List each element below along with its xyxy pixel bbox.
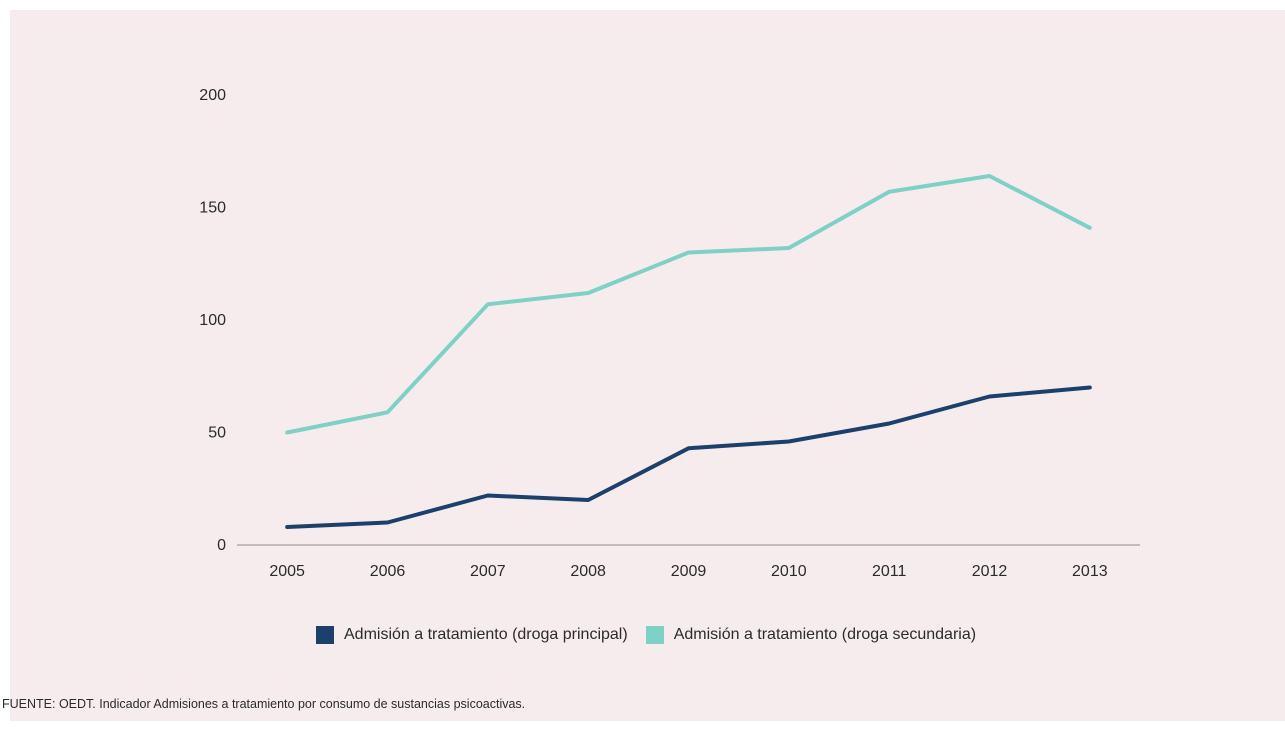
x-tick-label: 2008 (570, 563, 606, 580)
y-axis-ticks: 0 50 100 150 200 (199, 87, 226, 554)
y-tick-label: 0 (217, 537, 226, 554)
y-tick-label: 200 (199, 87, 226, 104)
x-tick-label: 2005 (269, 563, 305, 580)
legend-item-principal: Admisión a tratamiento (droga principal) (316, 626, 628, 644)
x-tick-label: 2011 (872, 563, 907, 580)
x-tick-label: 2007 (470, 563, 506, 580)
x-tick-label: 2006 (370, 563, 406, 580)
x-tick-label: 2009 (671, 563, 707, 580)
legend-swatch-principal (316, 626, 334, 644)
series-lines (285, 174, 1092, 529)
y-tick-label: 100 (199, 312, 226, 329)
legend-item-secundaria: Admisión a tratamiento (droga secundaria… (645, 626, 977, 644)
legend-swatch-secundaria (645, 626, 664, 644)
legend-label-principal: Admisión a tratamiento (droga principal) (344, 626, 628, 643)
x-axis-ticks: 2005 2006 2007 2008 2009 2010 2011 2012 2013 (269, 563, 1107, 580)
source-note: FUENTE: OEDT. Indicador Admisiones a tra… (2, 697, 526, 711)
legend: Admisión a tratamiento (droga principal)… (316, 626, 994, 644)
y-tick-label: 150 (199, 200, 226, 217)
chart-panel (10, 10, 1285, 721)
series-line-secundaria (285, 174, 1092, 435)
x-tick-label: 2010 (771, 563, 807, 580)
y-tick-label: 50 (208, 425, 226, 442)
x-tick-label: 2013 (1072, 563, 1108, 580)
series-line-principal (285, 385, 1092, 529)
x-tick-label: 2012 (972, 563, 1008, 580)
legend-label-secundaria: Admisión a tratamiento (droga secundaria… (673, 626, 977, 643)
